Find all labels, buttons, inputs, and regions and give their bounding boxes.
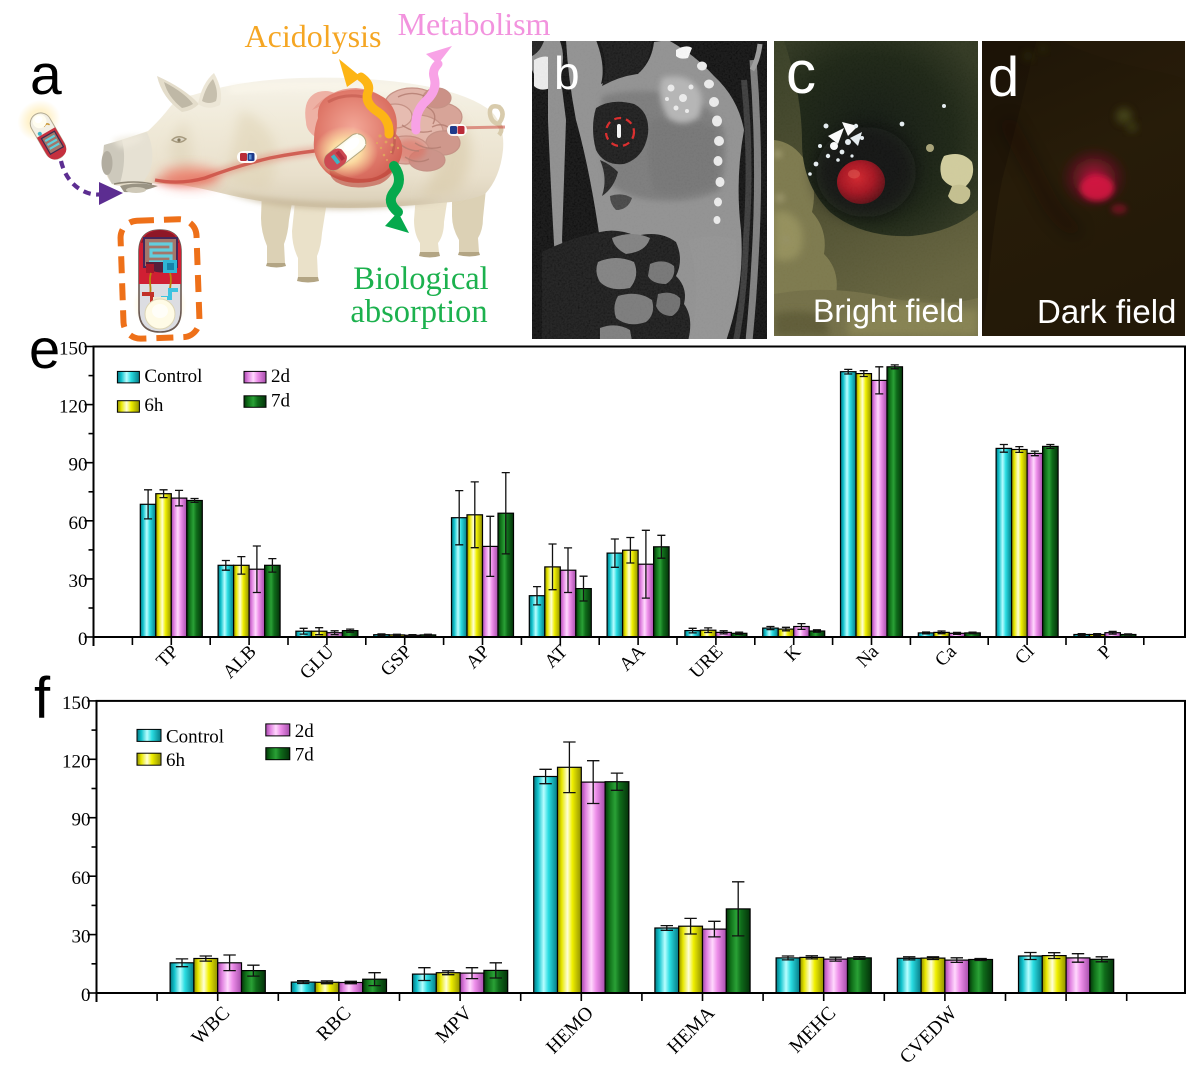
svg-text:MEHC: MEHC [786,1003,841,1058]
svg-text:WBC: WBC [188,1003,234,1049]
svg-text:f: f [34,666,51,731]
svg-text:absorption: absorption [350,294,487,330]
svg-text:90: 90 [72,810,91,831]
svg-text:ALB: ALB [219,641,261,683]
svg-text:120: 120 [59,397,88,418]
svg-text:0: 0 [78,629,88,650]
svg-text:URE: URE [686,641,728,683]
svg-text:HEMO: HEMO [542,1003,597,1058]
svg-text:6h: 6h [166,750,186,771]
svg-text:Control: Control [166,726,224,747]
svg-text:Na: Na [853,641,884,672]
svg-text:AT: AT [541,641,573,673]
svg-text:HEMA: HEMA [664,1003,719,1058]
svg-text:Cl: Cl [1011,641,1039,669]
svg-text:Ca: Ca [931,641,961,671]
svg-text:AA: AA [615,641,649,675]
svg-text:Acidolysis: Acidolysis [245,18,382,54]
svg-text:6h: 6h [144,395,164,416]
svg-text:2d: 2d [271,366,291,387]
svg-text:60: 60 [72,868,91,889]
svg-text:GLU: GLU [296,641,339,684]
svg-text:120: 120 [62,751,91,772]
svg-text:Metabolism: Metabolism [398,6,551,42]
svg-text:a: a [30,43,62,107]
svg-text:MPV: MPV [432,1003,477,1048]
svg-text:GSP: GSP [377,641,416,680]
svg-text:c: c [786,39,816,106]
svg-text:60: 60 [69,513,88,534]
svg-text:Biological: Biological [353,261,488,297]
svg-text:Dark field: Dark field [1037,293,1176,330]
svg-text:30: 30 [69,571,88,592]
svg-text:90: 90 [69,455,88,476]
svg-text:7d: 7d [295,745,315,766]
svg-text:K: K [781,641,806,666]
svg-text:0: 0 [81,985,91,1006]
svg-text:7d: 7d [271,390,291,411]
svg-text:30: 30 [72,927,91,948]
svg-text:d: d [988,45,1019,108]
svg-text:2d: 2d [295,721,315,742]
svg-text:RBC: RBC [313,1003,355,1045]
svg-text:e: e [29,317,60,380]
svg-text:Control: Control [144,366,202,387]
svg-text:150: 150 [62,693,91,714]
svg-text:b: b [554,47,580,99]
svg-text:Bright field: Bright field [813,293,964,329]
svg-text:AP: AP [462,641,494,673]
svg-text:150: 150 [59,339,88,360]
svg-text:CVEDW: CVEDW [896,1002,962,1068]
svg-text:TP: TP [152,641,183,672]
